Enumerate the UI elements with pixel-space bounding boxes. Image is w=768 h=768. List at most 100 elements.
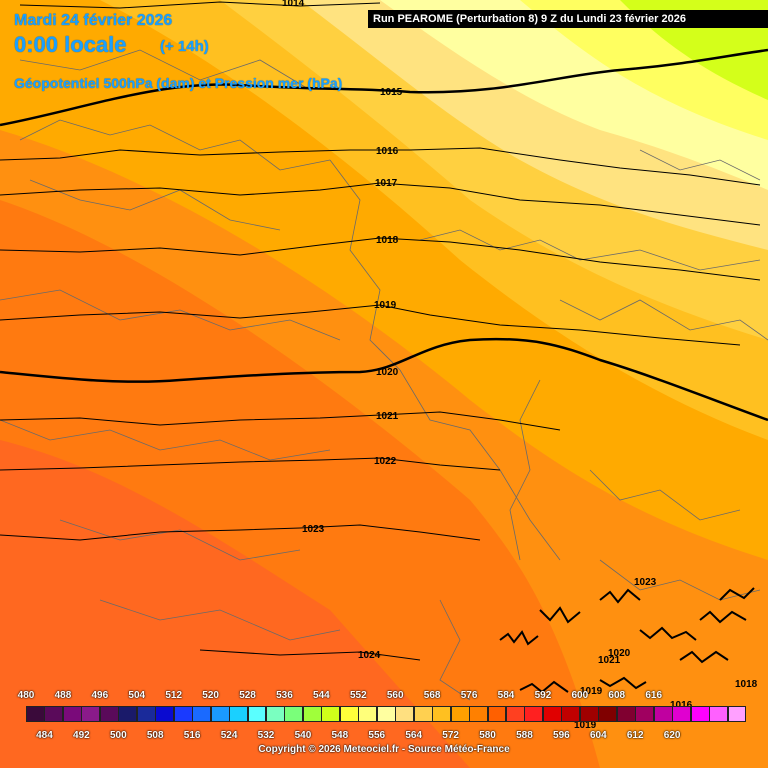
scale-swatch [81,706,101,722]
isobar-label: 1016 [670,700,693,711]
parameter-title: Géopotentiel 500hPa (dam) et Pression me… [14,75,343,91]
isobar-label: 1018 [735,679,758,690]
isobar-label: 1019 [374,300,397,311]
isobar-1022 [0,457,501,471]
isobar-detail [719,587,755,601]
region-border [509,379,541,561]
isobar-label: 1024 [358,650,381,661]
isobar-1016 [0,147,761,186]
scale-lower-label: 540 [294,730,312,741]
scale-lower-label: 596 [553,730,570,741]
scale-swatch [192,706,212,722]
scale-swatch [616,706,636,722]
isobar-label: 1019 [574,720,597,731]
scale-swatch [376,706,396,722]
scale-lower-label: 500 [109,730,127,741]
scale-upper-label: 584 [497,690,515,701]
scale-swatch [727,706,747,722]
scale-swatch [579,706,599,722]
scale-upper-label: 616 [645,690,663,701]
isobar-detail [699,610,747,624]
scale-swatch [469,706,489,722]
scale-swatch [118,706,138,722]
scale-lower-label: 484 [36,730,53,741]
isobar-label: 1016 [376,146,399,157]
scale-swatch [358,706,378,722]
isobar-1024 [199,649,421,661]
isobar-label: 1023 [634,577,657,588]
scale-swatch [506,706,525,722]
scale-lower-label: 524 [220,730,238,741]
scale-lower-label: 508 [146,730,164,741]
region-border [399,369,561,561]
forecast-time: 0:00 locale [14,32,127,57]
region-border [99,599,341,641]
isobar-labels: 1014101510161017101810191020102110221023… [282,0,758,731]
scale-upper-label: 488 [54,690,72,701]
scale-swatch [99,706,119,722]
isobar-1015 [0,48,768,127]
scale-upper-label: 568 [423,690,441,701]
isobar-label: 1017 [375,178,398,189]
scale-upper-label: 528 [239,690,256,701]
region-border [599,559,761,601]
scale-swatch [229,706,249,722]
scale-lower-label: 620 [663,730,681,741]
scale-upper-label: 576 [460,690,478,701]
scale-swatch [598,706,618,722]
region-border [59,519,301,561]
scale-upper-label: 520 [202,690,219,701]
scale-swatch [690,706,710,722]
scale-lower-label: 516 [183,730,201,741]
scale-swatch [672,706,692,722]
scale-upper-label: 544 [313,690,330,701]
scale-swatch [173,706,193,722]
isobar-label: 1021 [376,411,399,422]
region-border [419,229,761,271]
scale-swatch [635,706,655,722]
isobar-detail [599,588,641,604]
scale-swatch [321,706,341,722]
scale-lower-label: 588 [516,730,533,741]
isobar-1014 [19,1,381,9]
scale-upper-label: 592 [534,690,552,701]
scale-upper-label: 600 [571,690,589,701]
isobar-detail [639,626,697,641]
scale-upper-label: 552 [349,690,367,701]
region-border [559,299,768,341]
isobar-detail [499,630,539,646]
isobar-1019 [0,304,741,346]
region-border [19,49,311,91]
scale-swatch [542,706,562,722]
isobar-1023 [0,524,481,541]
run-banner: Run PEAROME (Perturbation 8) 9 Z du Lund… [368,10,768,28]
scale-swatch [266,706,285,722]
scale-lower-label: 612 [626,730,644,741]
scale-swatch [413,706,433,722]
scale-swatch [44,706,64,722]
isobar-label: 1021 [598,655,621,666]
scale-swatch [26,706,45,722]
scale-swatch [487,706,507,722]
scale-lower-label: 564 [405,730,423,741]
scale-swatch [136,706,156,722]
scale-upper-label: 560 [386,690,404,701]
region-border [0,419,331,461]
lead-time: (+ 14h) [160,38,209,55]
region-border [0,289,341,341]
scale-lower-label: 532 [257,730,275,741]
isobar-1021 [0,411,561,431]
isobar-label: 1018 [376,235,399,246]
region-border [439,599,471,701]
region-border [329,159,401,371]
scale-swatch [62,706,82,722]
scale-swatch [395,706,415,722]
scale-swatch [524,706,544,722]
isobar-detail [539,606,581,624]
country-borders [0,49,768,701]
scale-swatch [302,706,322,722]
scale-lower-label: 572 [442,730,459,741]
scale-lower-label: 548 [331,730,349,741]
